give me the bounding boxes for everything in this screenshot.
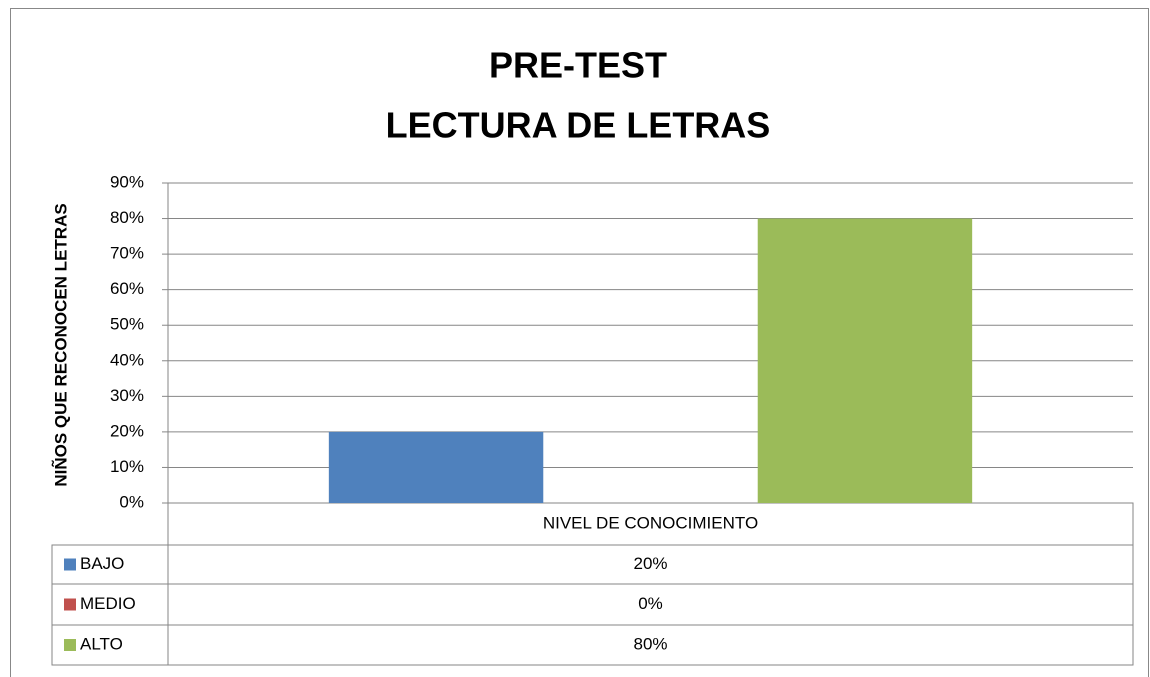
chart-title: LECTURA DE LETRAS — [386, 105, 771, 146]
data-label: 0% — [638, 594, 663, 613]
chart-title: PRE-TEST — [489, 45, 667, 86]
y-tick-label: 80% — [110, 208, 144, 227]
legend-label: ALTO — [80, 634, 123, 653]
y-tick-label: 70% — [110, 244, 144, 263]
y-tick-label: 40% — [110, 350, 144, 369]
y-tick-label: 50% — [110, 315, 144, 334]
y-tick-label: 20% — [110, 421, 144, 440]
data-label: 20% — [633, 554, 667, 573]
legend-swatch — [64, 558, 76, 571]
legend-label: MEDIO — [80, 594, 136, 613]
x-tick-label: NIVEL DE CONOCIMIENTO — [543, 513, 758, 532]
legend-label: BAJO — [80, 554, 124, 573]
y-tick-label: 0% — [119, 492, 144, 511]
table-cell — [167, 624, 1134, 666]
bar — [757, 218, 973, 504]
y-tick-label: 30% — [110, 386, 144, 405]
legend-swatch — [64, 639, 76, 651]
data-label: 80% — [633, 634, 667, 653]
y-axis-label: NIÑOS QUE RECONOCEN LETRAS — [50, 203, 70, 486]
y-tick-label: 60% — [110, 279, 144, 298]
y-tick-label: 90% — [110, 172, 144, 191]
y-tick-label: 10% — [110, 457, 144, 476]
bar — [328, 431, 544, 503]
legend-swatch — [64, 598, 76, 611]
